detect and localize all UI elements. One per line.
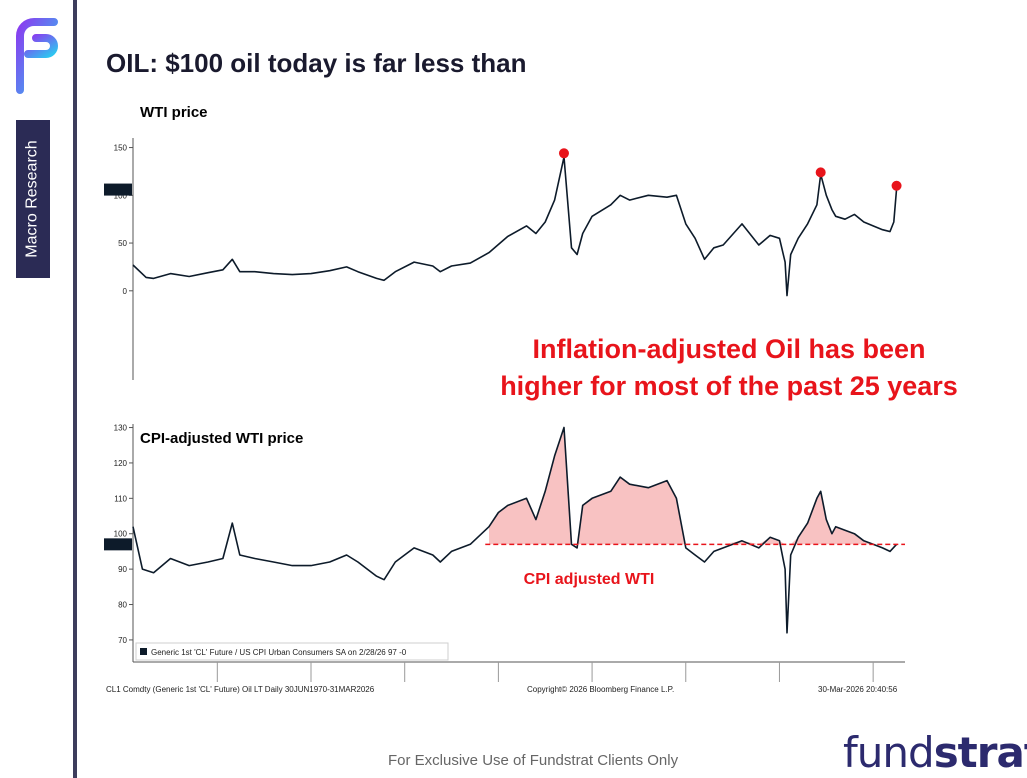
last-value-tag-wti xyxy=(104,183,132,196)
y-tick-label: 130 xyxy=(114,424,128,433)
cpi-adjusted-label: CPI adjusted WTI xyxy=(524,571,655,588)
y-tick-label: 70 xyxy=(118,636,127,645)
annotation-dot xyxy=(558,148,569,159)
chart-title-wti: WTI price xyxy=(140,104,208,121)
y-tick-label: 100 xyxy=(114,191,128,200)
footer-disclaimer: For Exclusive Use of Fundstrat Clients O… xyxy=(388,752,679,769)
y-tick-label: 120 xyxy=(114,459,128,468)
page-title: OIL: $100 oil today is far less than xyxy=(106,48,527,78)
fundstrat-logo-icon xyxy=(16,18,58,94)
callout-line-2: higher for most of the past 25 years xyxy=(500,371,958,401)
legend-box xyxy=(135,642,449,661)
annotation-dot xyxy=(891,180,902,191)
y-tick-label: 80 xyxy=(118,601,127,610)
annotation-dot xyxy=(815,167,826,178)
source-mid: Copyright© 2026 Bloomberg Finance L.P. xyxy=(527,685,674,694)
source-left: CL1 Comdty (Generic 1st 'CL' Future) Oil… xyxy=(106,685,375,694)
brand-part-1: fund xyxy=(843,728,935,777)
last-value-tag-cpi xyxy=(104,538,132,551)
y-tick-label: 110 xyxy=(114,494,127,503)
oil-charts: 0 50 100 150 70 80 90 100 110 120 130 Generic 1st … xyxy=(104,104,958,694)
legend-text: Generic 1st 'CL' Future / US CPI Urban C… xyxy=(151,648,407,657)
y-tick-label: 100 xyxy=(114,530,128,539)
source-right: 30-Mar-2026 20:40:56 xyxy=(818,685,898,694)
wti-price-line xyxy=(132,156,898,297)
y-tick-label: 0 xyxy=(123,287,128,296)
fundstrat-wordmark: fundstrat xyxy=(843,728,1027,777)
sidebar-divider xyxy=(73,0,77,778)
chart-title-cpi: CPI-adjusted WTI price xyxy=(140,430,303,447)
y-tick-label: 90 xyxy=(118,565,127,574)
cpi-wti-line xyxy=(132,426,898,634)
y-tick-label: 50 xyxy=(118,239,127,248)
y-tick-label: 150 xyxy=(114,144,128,153)
callout-line-1: Inflation-adjusted Oil has been xyxy=(532,334,925,364)
brand-part-2: strat xyxy=(933,728,1027,777)
cpi-excess-area xyxy=(489,427,897,545)
legend-swatch xyxy=(140,648,147,655)
macro-research-tab: Macro Research xyxy=(16,120,50,278)
